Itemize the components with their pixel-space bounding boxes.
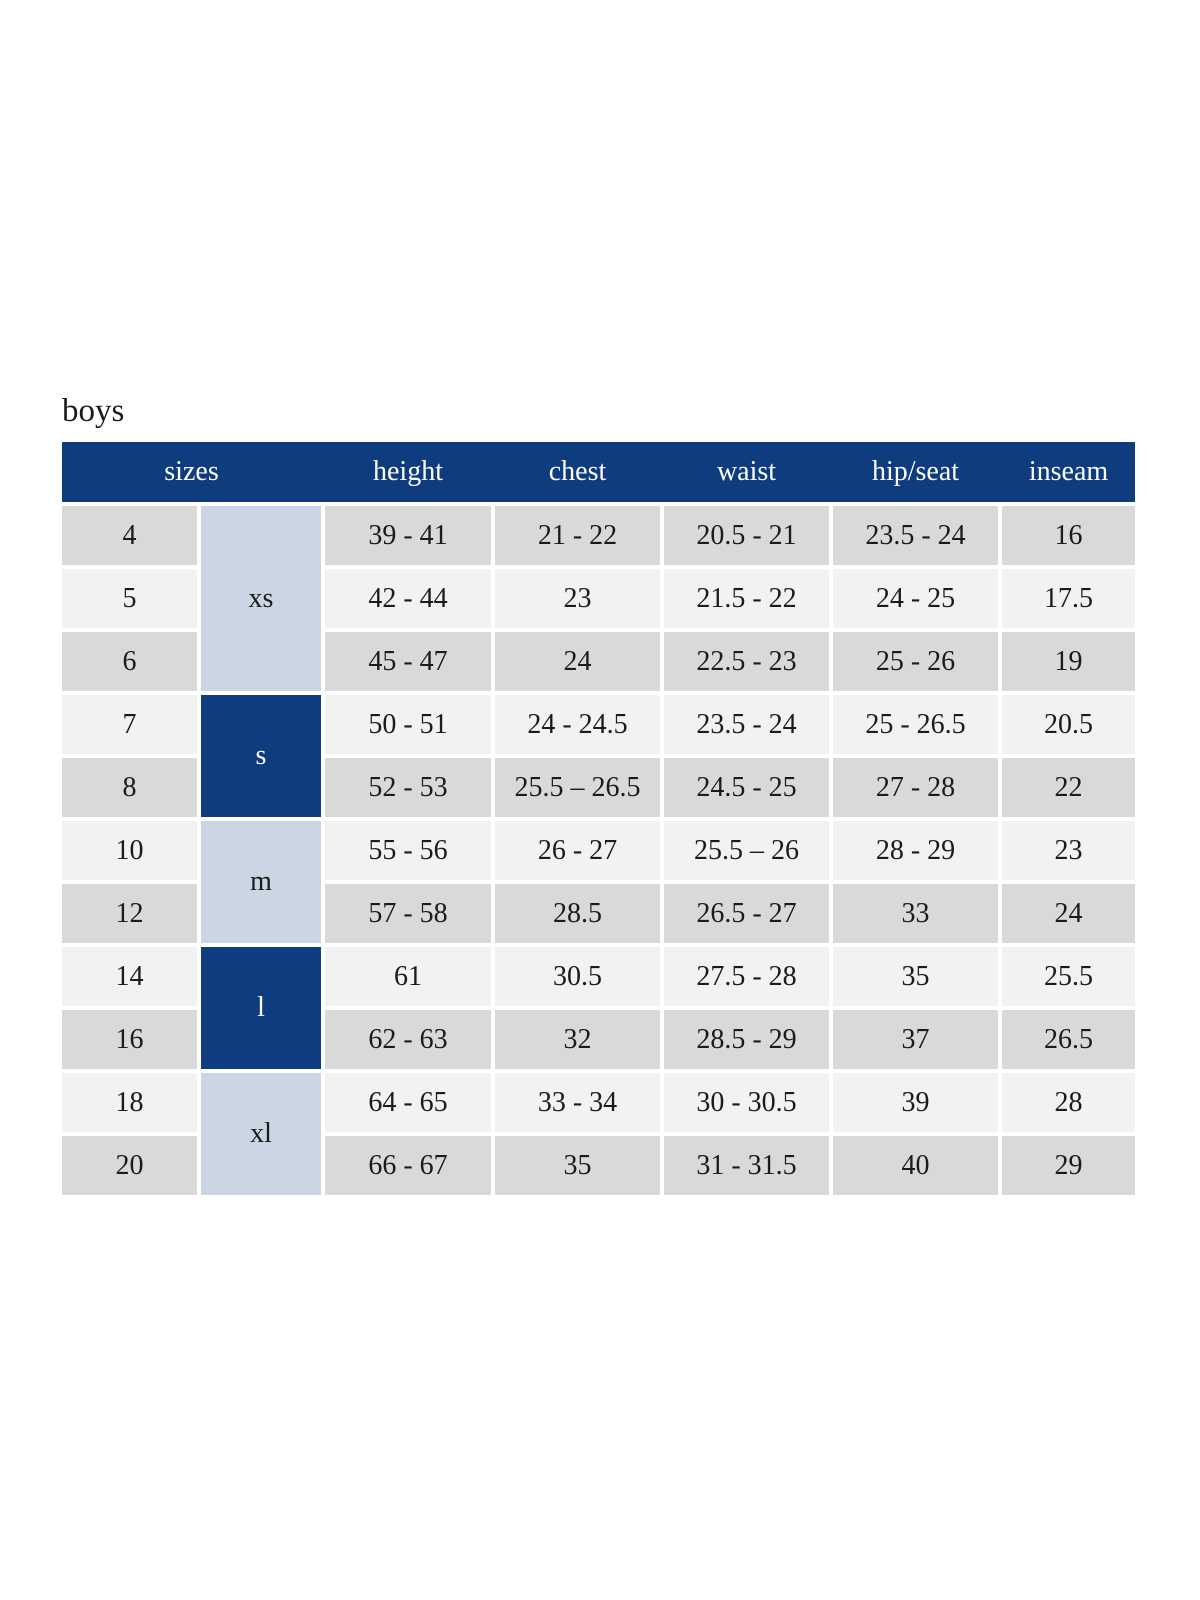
chest-cell: 33 - 34: [495, 1073, 660, 1132]
table-body: 4 xs 39 - 41 21 - 22 20.5 - 21 23.5 - 24…: [62, 506, 1135, 1195]
chest-cell: 32: [495, 1010, 660, 1069]
waist-cell: 24.5 - 25: [664, 758, 829, 817]
group-cell-l: l: [201, 947, 321, 1069]
waist-cell: 20.5 - 21: [664, 506, 829, 565]
waist-cell: 22.5 - 23: [664, 632, 829, 691]
hip-seat-cell: 24 - 25: [833, 569, 998, 628]
chest-cell: 24 - 24.5: [495, 695, 660, 754]
chest-cell: 24: [495, 632, 660, 691]
group-cell-m: m: [201, 821, 321, 943]
waist-cell: 25.5 – 26: [664, 821, 829, 880]
waist-cell: 26.5 - 27: [664, 884, 829, 943]
table-header-row: sizes height chest waist hip/seat inseam: [62, 442, 1135, 502]
chest-cell: 35: [495, 1136, 660, 1195]
inseam-cell: 20.5: [1002, 695, 1135, 754]
hip-seat-cell: 37: [833, 1010, 998, 1069]
inseam-cell: 17.5: [1002, 569, 1135, 628]
hip-seat-cell: 27 - 28: [833, 758, 998, 817]
hip-seat-cell: 33: [833, 884, 998, 943]
size-cell: 4: [62, 506, 197, 565]
height-cell: 66 - 67: [325, 1136, 491, 1195]
waist-cell: 28.5 - 29: [664, 1010, 829, 1069]
group-cell-s: s: [201, 695, 321, 817]
chest-cell: 30.5: [495, 947, 660, 1006]
inseam-cell: 29: [1002, 1136, 1135, 1195]
group-cell-xl: xl: [201, 1073, 321, 1195]
height-cell: 62 - 63: [325, 1010, 491, 1069]
height-cell: 45 - 47: [325, 632, 491, 691]
size-cell: 18: [62, 1073, 197, 1132]
size-chart-section: boys sizes height chest waist hip/seat i…: [62, 393, 1135, 1195]
size-cell: 8: [62, 758, 197, 817]
size-cell: 20: [62, 1136, 197, 1195]
chest-cell: 26 - 27: [495, 821, 660, 880]
height-cell: 55 - 56: [325, 821, 491, 880]
size-cell: 12: [62, 884, 197, 943]
waist-cell: 30 - 30.5: [664, 1073, 829, 1132]
hip-seat-cell: 28 - 29: [833, 821, 998, 880]
hip-seat-cell: 25 - 26: [833, 632, 998, 691]
height-cell: 50 - 51: [325, 695, 491, 754]
waist-cell: 23.5 - 24: [664, 695, 829, 754]
chest-cell: 21 - 22: [495, 506, 660, 565]
hip-seat-cell: 23.5 - 24: [833, 506, 998, 565]
height-cell: 64 - 65: [325, 1073, 491, 1132]
chest-cell: 28.5: [495, 884, 660, 943]
size-cell: 16: [62, 1010, 197, 1069]
waist-cell: 21.5 - 22: [664, 569, 829, 628]
size-cell: 5: [62, 569, 197, 628]
size-cell: 10: [62, 821, 197, 880]
height-cell: 61: [325, 947, 491, 1006]
inseam-cell: 23: [1002, 821, 1135, 880]
inseam-cell: 22: [1002, 758, 1135, 817]
group-cell-xs: xs: [201, 506, 321, 691]
waist-cell: 31 - 31.5: [664, 1136, 829, 1195]
inseam-cell: 19: [1002, 632, 1135, 691]
height-cell: 52 - 53: [325, 758, 491, 817]
page-title: boys: [62, 393, 125, 429]
col-header-sizes: sizes: [164, 456, 219, 487]
size-chart-table: sizes height chest waist hip/seat inseam…: [62, 442, 1135, 1195]
chest-cell: 23: [495, 569, 660, 628]
inseam-cell: 25.5: [1002, 947, 1135, 1006]
hip-seat-cell: 40: [833, 1136, 998, 1195]
hip-seat-cell: 39: [833, 1073, 998, 1132]
height-cell: 42 - 44: [325, 569, 491, 628]
col-header-height: height: [373, 456, 443, 487]
height-cell: 39 - 41: [325, 506, 491, 565]
chest-cell: 25.5 – 26.5: [495, 758, 660, 817]
col-header-hip-seat: hip/seat: [871, 456, 960, 487]
inseam-cell: 26.5: [1002, 1010, 1135, 1069]
waist-cell: 27.5 - 28: [664, 947, 829, 1006]
hip-seat-cell: 25 - 26.5: [833, 695, 998, 754]
size-cell: 14: [62, 947, 197, 1006]
height-cell: 57 - 58: [325, 884, 491, 943]
col-header-waist: waist: [716, 456, 777, 487]
inseam-cell: 24: [1002, 884, 1135, 943]
inseam-cell: 28: [1002, 1073, 1135, 1132]
size-cell: 6: [62, 632, 197, 691]
col-header-inseam: inseam: [1028, 456, 1109, 487]
col-header-chest: chest: [548, 456, 607, 487]
size-cell: 7: [62, 695, 197, 754]
hip-seat-cell: 35: [833, 947, 998, 1006]
inseam-cell: 16: [1002, 506, 1135, 565]
